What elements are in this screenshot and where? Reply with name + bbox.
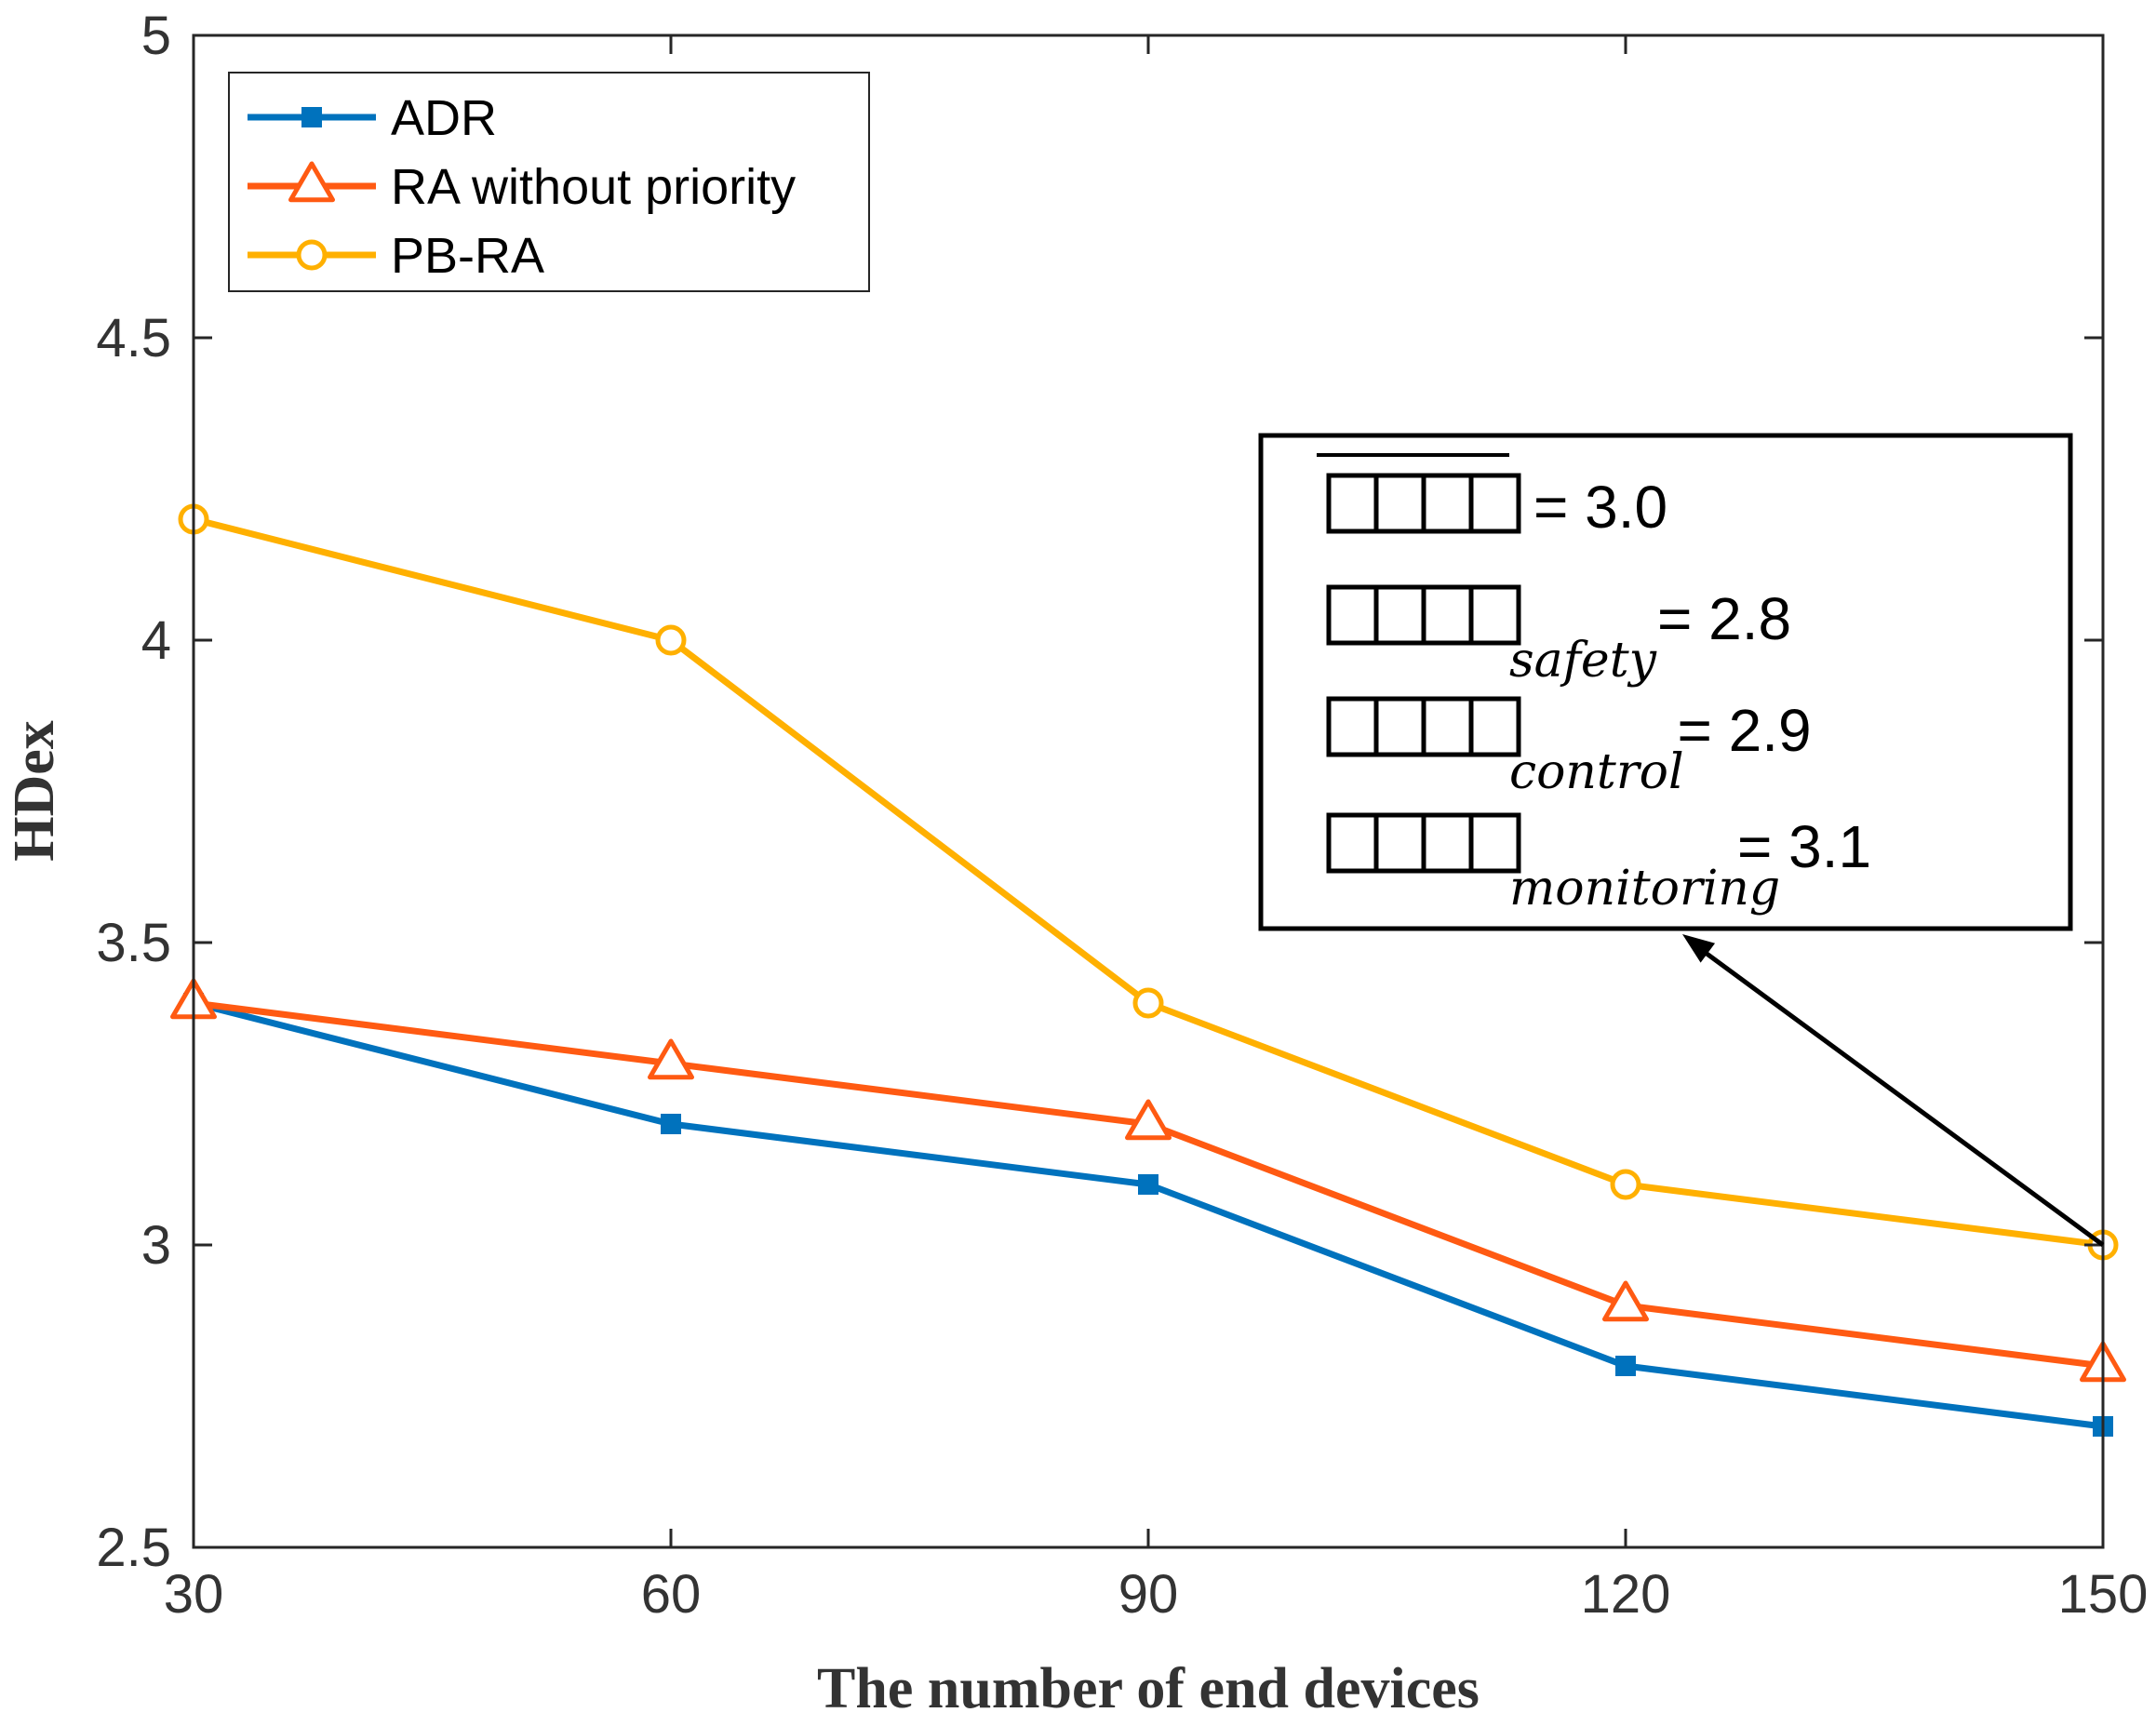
annotation-arrow-line: [1694, 943, 2105, 1248]
y-tick-label: 5: [141, 6, 171, 66]
y-axis-title: HDex: [3, 720, 66, 862]
x-tick-label: 150: [2058, 1564, 2149, 1625]
data-point: [1125, 1099, 1172, 1141]
x-tick-label: 60: [641, 1564, 702, 1625]
annotation-subscript: monitoring: [1509, 861, 1780, 917]
annotation-arrow-head: [1682, 934, 1716, 963]
x-axis-title: The number of end devices: [817, 1657, 1480, 1720]
y-tick-label: 4.5: [96, 308, 171, 368]
annotation: = 3.0 safety= 2.8 control= 2.9 monitoring= …: [1258, 433, 2105, 1248]
y-tick-label: 3: [141, 1215, 171, 1276]
annotation-value: = 2.8: [1657, 585, 1791, 652]
axis-ticks: [192, 33, 2105, 1549]
data-point: [1610, 1169, 1641, 1200]
missing-glyph-box: [1468, 812, 1521, 874]
data-point: [1132, 987, 1164, 1019]
legend: ADR RA without priority PB-RA: [228, 72, 870, 292]
legend-label: RA without priority: [391, 159, 796, 215]
legend-marker: [288, 161, 335, 203]
missing-glyph-box: [1468, 696, 1521, 757]
missing-glyph-box: [1468, 584, 1521, 646]
annotation-value: = 3.1: [1737, 813, 1871, 880]
data-point: [655, 624, 687, 656]
series-layer: [170, 503, 2126, 1437]
data-point: [661, 1114, 681, 1134]
annotation-box: [1258, 433, 2073, 931]
data-point: [1138, 1174, 1158, 1195]
legend-marker: [296, 239, 328, 271]
x-tick-label: 30: [164, 1564, 224, 1625]
y-tick-label: 3.5: [96, 913, 171, 973]
x-tick-labels: 30 60 90 120 150: [164, 1564, 2149, 1625]
annotation-value: = 3.0: [1533, 474, 1667, 541]
data-point: [1615, 1356, 1636, 1376]
data-point: [1602, 1280, 1649, 1322]
series-line-1: [193, 999, 2104, 1430]
y-tick-label: 2.5: [96, 1518, 171, 1578]
y-tick-label: 4: [141, 610, 171, 671]
legend-label: PB-RA: [391, 228, 544, 284]
x-tick-label: 90: [1118, 1564, 1179, 1625]
data-point: [648, 1038, 694, 1080]
annotation-subscript: safety: [1509, 633, 1657, 689]
annotation-subscript: control: [1509, 744, 1684, 800]
annotation-value: = 2.9: [1678, 697, 1812, 764]
missing-glyph-box: [1468, 473, 1521, 534]
y-tick-labels: 2.5 3 3.5 4 4.5 5: [96, 6, 171, 1578]
legend-marker: [301, 107, 322, 127]
x-tick-label: 120: [1581, 1564, 1671, 1625]
legend-label: ADR: [391, 90, 497, 146]
